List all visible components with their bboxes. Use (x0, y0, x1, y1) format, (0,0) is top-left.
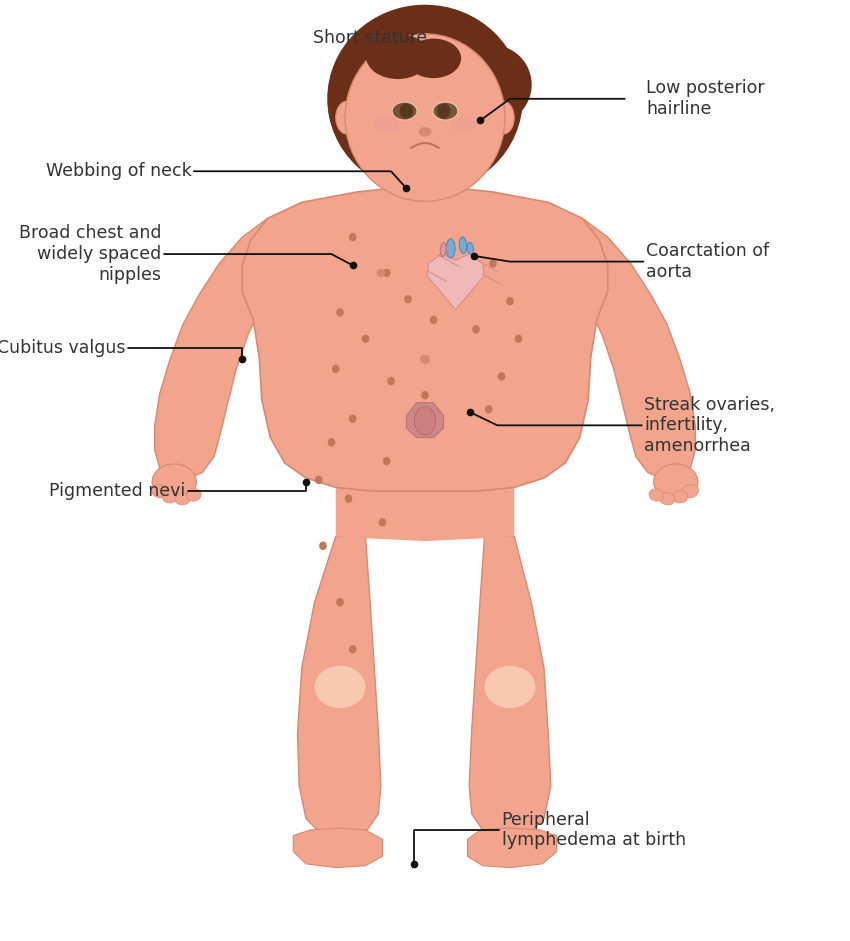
Ellipse shape (468, 269, 476, 278)
Ellipse shape (649, 488, 663, 502)
Polygon shape (298, 536, 381, 837)
Ellipse shape (345, 34, 505, 201)
Ellipse shape (348, 414, 356, 423)
Ellipse shape (672, 491, 688, 502)
Ellipse shape (429, 315, 437, 325)
Ellipse shape (654, 464, 698, 500)
Ellipse shape (336, 598, 343, 607)
Text: Low posterior
hairline: Low posterior hairline (646, 79, 765, 119)
Ellipse shape (489, 260, 496, 268)
Ellipse shape (473, 326, 479, 334)
Ellipse shape (450, 116, 476, 133)
Polygon shape (406, 403, 444, 438)
Ellipse shape (506, 297, 513, 306)
Polygon shape (155, 218, 302, 480)
Text: Cubitus valgus: Cubitus valgus (0, 339, 126, 358)
Ellipse shape (342, 22, 507, 111)
Ellipse shape (393, 103, 416, 120)
Ellipse shape (437, 104, 451, 119)
Ellipse shape (332, 365, 339, 374)
Ellipse shape (450, 45, 532, 124)
Ellipse shape (362, 335, 369, 343)
Text: Peripheral
lymphedema at birth: Peripheral lymphedema at birth (502, 810, 686, 850)
Ellipse shape (682, 485, 699, 498)
Polygon shape (293, 828, 382, 868)
Ellipse shape (433, 102, 458, 120)
Ellipse shape (187, 488, 201, 502)
Ellipse shape (400, 104, 413, 119)
Ellipse shape (377, 269, 385, 278)
Ellipse shape (152, 464, 196, 500)
Ellipse shape (314, 666, 366, 708)
Ellipse shape (314, 476, 322, 485)
Polygon shape (393, 149, 457, 188)
Ellipse shape (345, 495, 352, 503)
Ellipse shape (374, 116, 400, 133)
Ellipse shape (162, 491, 178, 502)
Ellipse shape (336, 102, 358, 135)
Polygon shape (548, 218, 695, 480)
Ellipse shape (422, 391, 428, 400)
Ellipse shape (378, 518, 386, 527)
Ellipse shape (392, 102, 417, 120)
Ellipse shape (151, 485, 168, 498)
Ellipse shape (446, 239, 455, 258)
Ellipse shape (414, 407, 435, 435)
Ellipse shape (327, 439, 335, 447)
Ellipse shape (459, 237, 467, 253)
Polygon shape (336, 487, 514, 541)
Ellipse shape (175, 492, 190, 505)
Ellipse shape (382, 269, 390, 278)
Ellipse shape (387, 377, 394, 386)
Text: Short stature: Short stature (313, 28, 427, 47)
Polygon shape (468, 828, 557, 868)
Ellipse shape (420, 355, 430, 364)
Polygon shape (427, 254, 484, 310)
Text: Broad chest and
widely spaced
nipples: Broad chest and widely spaced nipples (19, 224, 162, 284)
Text: Streak ovaries,
infertility,
amenorrhea: Streak ovaries, infertility, amenorrhea (644, 395, 775, 455)
Ellipse shape (514, 335, 522, 343)
Ellipse shape (348, 232, 356, 242)
Ellipse shape (406, 39, 461, 78)
Ellipse shape (336, 308, 343, 316)
Ellipse shape (348, 646, 356, 654)
Polygon shape (469, 536, 551, 837)
Ellipse shape (440, 243, 446, 256)
Ellipse shape (366, 34, 429, 79)
Ellipse shape (484, 666, 536, 708)
Ellipse shape (404, 295, 411, 303)
Text: Coarctation of
aorta: Coarctation of aorta (646, 242, 769, 281)
Ellipse shape (327, 5, 523, 193)
Ellipse shape (492, 102, 514, 135)
Ellipse shape (660, 492, 675, 505)
Polygon shape (242, 188, 608, 491)
Ellipse shape (484, 405, 492, 414)
Ellipse shape (418, 127, 431, 136)
Ellipse shape (434, 103, 457, 120)
Ellipse shape (468, 243, 473, 254)
Text: Pigmented nevi: Pigmented nevi (49, 482, 185, 501)
Ellipse shape (382, 456, 390, 466)
Text: Webbing of neck: Webbing of neck (46, 162, 191, 181)
Ellipse shape (497, 372, 505, 381)
Ellipse shape (320, 541, 326, 550)
